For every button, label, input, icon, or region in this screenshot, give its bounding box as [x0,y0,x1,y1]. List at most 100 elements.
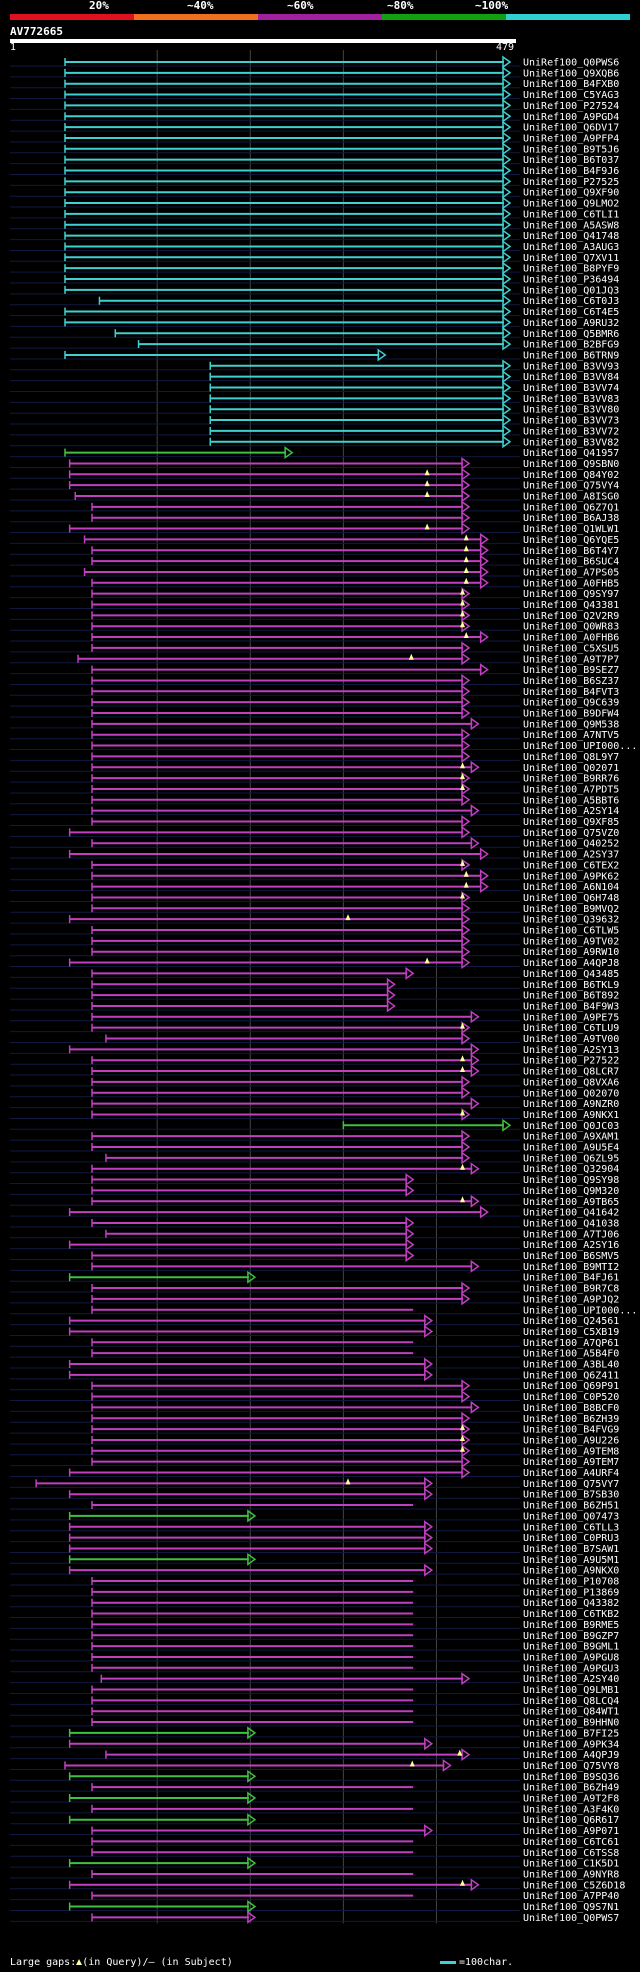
hit-label[interactable]: UniRef100_C6TSS8 [523,1848,619,1859]
hit-label[interactable]: UniRef100_P27525 [523,177,619,188]
hit-label[interactable]: UniRef100_B7FI25 [523,1728,619,1739]
hit-label[interactable]: UniRef100_Q43381 [523,600,619,611]
hit-label[interactable]: UniRef100_A9PFP4 [523,133,619,144]
hit-label[interactable]: UniRef100_A9NKX1 [523,1110,619,1121]
hit-label[interactable]: UniRef100_B4FJ61 [523,1273,619,1284]
hit-label[interactable]: UniRef100_Q24561 [523,1316,619,1327]
hit-label[interactable]: UniRef100_A9T7P7 [523,654,619,665]
hit-label[interactable]: UniRef100_Q6Z411 [523,1370,619,1381]
hit-label[interactable]: UniRef100_B6T892 [523,991,619,1002]
hit-label[interactable]: UniRef100_A9NKX0 [523,1566,619,1577]
hit-label[interactable]: UniRef100_B3VV73 [523,416,619,427]
hit-label[interactable]: UniRef100_C6TC61 [523,1837,619,1848]
hit-label[interactable]: UniRef100_Q39632 [523,915,619,926]
hit-label[interactable]: UniRef100_Q6R617 [523,1815,619,1826]
hit-label[interactable]: UniRef100_C6TEX2 [523,860,619,871]
hit-label[interactable]: UniRef100_B6ZH51 [523,1501,619,1512]
hit-label[interactable]: UniRef100_Q9S7N1 [523,1902,619,1913]
hit-label[interactable]: UniRef100_Q6YQE5 [523,535,619,546]
hit-label[interactable]: UniRef100_B2BFG9 [523,340,619,351]
hit-label[interactable]: UniRef100_A9TEM7 [523,1457,619,1468]
hit-label[interactable]: UniRef100_Q9SY98 [523,1175,619,1186]
hit-label[interactable]: UniRef100_C6TLU9 [523,1023,619,1034]
hit-label[interactable]: UniRef100_Q84WT1 [523,1707,619,1718]
hit-label[interactable]: UniRef100_C6TLW5 [523,926,619,937]
hit-label[interactable]: UniRef100_Q43485 [523,969,619,980]
hit-label[interactable]: UniRef100_Q5BMR6 [523,329,619,340]
hit-label[interactable]: UniRef100_C6TLL3 [523,1522,619,1533]
hit-label[interactable]: UniRef100_Q6Z7Q1 [523,502,619,513]
hit-label[interactable]: UniRef100_P27524 [523,101,619,112]
hit-label[interactable]: UniRef100_C6TLI1 [523,209,619,220]
hit-label[interactable]: UniRef100_Q02070 [523,1088,619,1099]
hit-label[interactable]: UniRef100_A9U5E4 [523,1143,619,1154]
hit-label[interactable]: UniRef100_A0FHB6 [523,633,619,644]
hit-label[interactable]: UniRef100_A2SY14 [523,806,619,817]
hit-label[interactable]: UniRef100_C5XSU5 [523,643,619,654]
hit-label[interactable]: UniRef100_Q0WR83 [523,622,619,633]
hit-label[interactable]: UniRef100_A9PE75 [523,1012,619,1023]
hit-label[interactable]: UniRef100_Q9LMB1 [523,1685,619,1696]
hit-label[interactable]: UniRef100_B6ZH49 [523,1783,619,1794]
hit-label[interactable]: UniRef100_B6SUC4 [523,557,619,568]
hit-label[interactable]: UniRef100_A5B4F0 [523,1349,619,1360]
hit-label[interactable]: UniRef100_A2SY40 [523,1674,619,1685]
hit-label[interactable]: UniRef100_C5Z6D18 [523,1880,625,1891]
hit-label[interactable]: UniRef100_Q8L9Y7 [523,752,619,763]
hit-label[interactable]: UniRef100_A7PS05 [523,567,619,578]
hit-label[interactable]: UniRef100_B9R7C8 [523,1284,619,1295]
hit-label[interactable]: UniRef100_Q41038 [523,1218,619,1229]
hit-label[interactable]: UniRef100_B7SAW1 [523,1544,619,1555]
hit-label[interactable]: UniRef100_Q75VY8 [523,1761,619,1772]
hit-label[interactable]: UniRef100_B3VV83 [523,394,619,405]
hit-label[interactable]: UniRef100_B3VV93 [523,361,619,372]
hit-label[interactable]: UniRef100_A2SY37 [523,850,619,861]
hit-label[interactable]: UniRef100_Q1WLW1 [523,524,619,535]
hit-label[interactable]: UniRef100_A7TJ06 [523,1229,619,1240]
hit-label[interactable]: UniRef100_C6T0J3 [523,296,619,307]
hit-label[interactable]: UniRef100_A6N104 [523,882,619,893]
hit-label[interactable]: UniRef100_B3VV80 [523,405,619,416]
hit-label[interactable]: UniRef100_B6ZH39 [523,1414,619,1425]
hit-label[interactable]: UniRef100_B6SMV5 [523,1251,619,1262]
hit-label[interactable]: UniRef100_A3AUG3 [523,242,619,253]
hit-label[interactable]: UniRef100_B9RR76 [523,774,619,785]
hit-label[interactable]: UniRef100_Q84Y02 [523,470,619,481]
hit-label[interactable]: UniRef100_Q75VY4 [523,481,619,492]
hit-label[interactable]: UniRef100_A7NTV5 [523,730,619,741]
hit-label[interactable]: UniRef100_A9PGD4 [523,112,619,123]
hit-label[interactable]: UniRef100_B3VV82 [523,437,619,448]
hit-label[interactable]: UniRef100_B8PYF9 [523,264,619,275]
hit-label[interactable]: UniRef100_B6TRN9 [523,350,619,361]
hit-label[interactable]: UniRef100_A9RW10 [523,947,619,958]
hit-label[interactable]: UniRef100_Q69P91 [523,1381,619,1392]
hit-label[interactable]: UniRef100_Q07473 [523,1511,619,1522]
hit-label[interactable]: UniRef100_A4QPJ8 [523,958,619,969]
hit-label[interactable]: UniRef100_A9TB65 [523,1197,619,1208]
hit-label[interactable]: UniRef100_A3F4K0 [523,1804,619,1815]
hit-label[interactable]: UniRef100_A9RU32 [523,318,619,329]
hit-label[interactable]: UniRef100_B9SEZ7 [523,665,619,676]
hit-label[interactable]: UniRef100_Q41748 [523,231,619,242]
hit-label[interactable]: UniRef100_A4URF4 [523,1468,619,1479]
hit-label[interactable]: UniRef100_A9U226 [523,1435,619,1446]
hit-label[interactable]: UniRef100_A9T2F8 [523,1794,619,1805]
hit-label[interactable]: UniRef100_Q8LCR7 [523,1067,619,1078]
hit-label[interactable]: UniRef100_Q32904 [523,1164,619,1175]
hit-label[interactable]: UniRef100_UPI000... [523,1305,637,1316]
hit-label[interactable]: UniRef100_B4FXB0 [523,79,619,90]
hit-label[interactable]: UniRef100_A9PK62 [523,871,619,882]
hit-label[interactable]: UniRef100_B6T4Y7 [523,546,619,557]
hit-label[interactable]: UniRef100_UPI000... [523,741,637,752]
hit-label[interactable]: UniRef100_B9GML1 [523,1642,619,1653]
hit-label[interactable]: UniRef100_A5BBT6 [523,795,619,806]
hit-label[interactable]: UniRef100_A5ASW8 [523,220,619,231]
hit-label[interactable]: UniRef100_P10708 [523,1577,619,1588]
hit-label[interactable]: UniRef100_A9PJQ2 [523,1294,619,1305]
hit-label[interactable]: UniRef100_A9PK34 [523,1739,619,1750]
hit-label[interactable]: UniRef100_Q75VZ0 [523,828,619,839]
hit-label[interactable]: UniRef100_A2SY13 [523,1045,619,1056]
hit-label[interactable]: UniRef100_Q6ZL95 [523,1153,619,1164]
hit-label[interactable]: UniRef100_Q8LCQ4 [523,1696,619,1707]
hit-label[interactable]: UniRef100_Q0JC03 [523,1121,619,1132]
